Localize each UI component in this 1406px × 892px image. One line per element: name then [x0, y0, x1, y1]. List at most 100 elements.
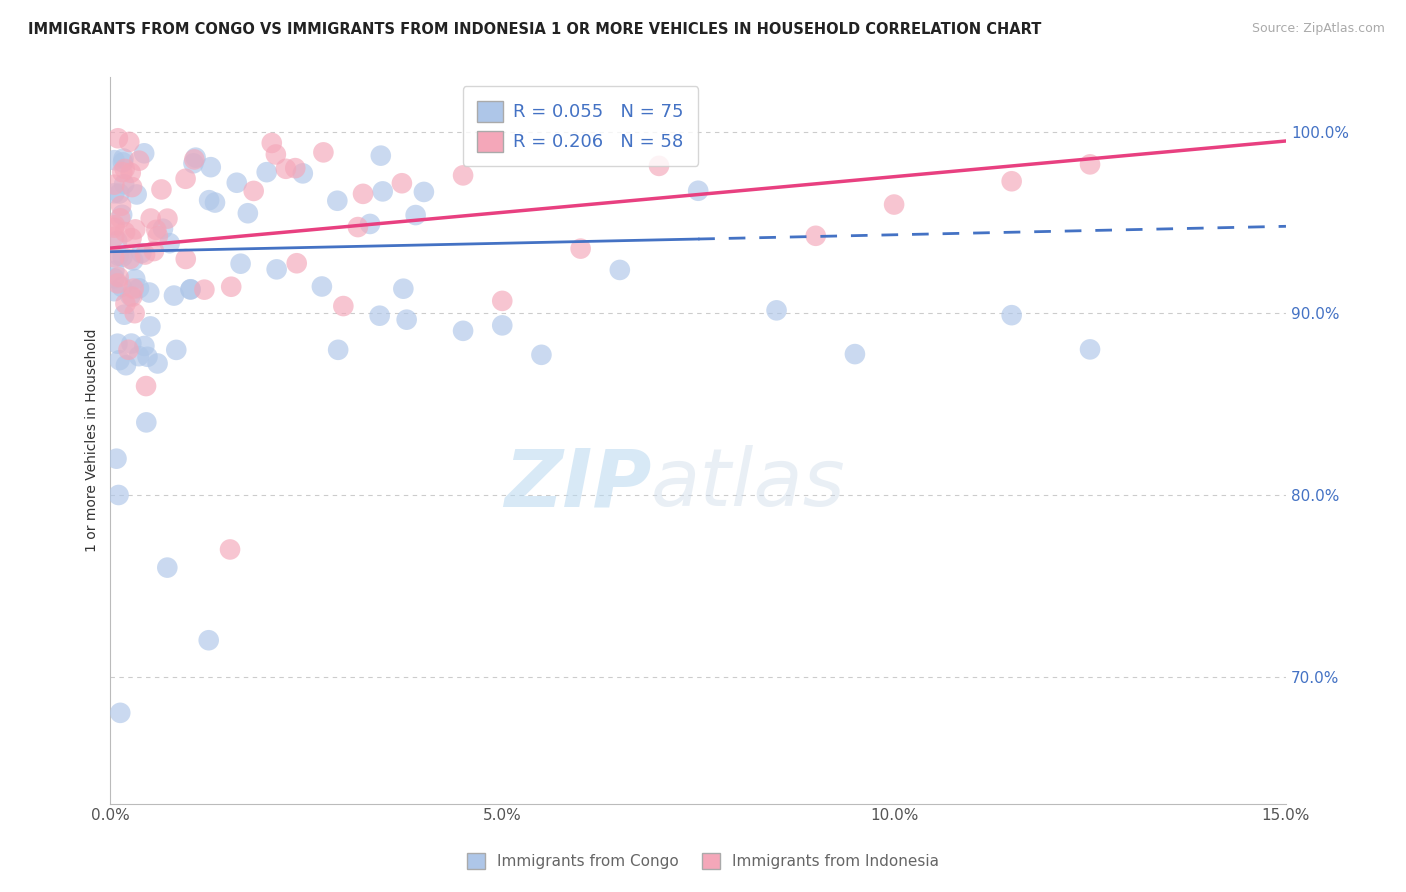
Point	[128, 153, 150, 168]
Point	[107, 488, 129, 502]
Point	[183, 156, 205, 170]
Point	[110, 199, 132, 213]
Point	[174, 171, 197, 186]
Point	[200, 160, 222, 174]
Point	[146, 229, 169, 244]
Point	[284, 161, 307, 175]
Point	[491, 293, 513, 308]
Point	[103, 229, 125, 244]
Point	[174, 252, 197, 266]
Point	[103, 178, 125, 192]
Point	[219, 542, 242, 557]
Point	[197, 633, 219, 648]
Point	[225, 176, 247, 190]
Point	[371, 185, 394, 199]
Point	[118, 135, 141, 149]
Point	[156, 560, 179, 574]
Point	[183, 153, 205, 167]
Point	[103, 186, 125, 201]
Point	[332, 299, 354, 313]
Point	[120, 336, 142, 351]
Point	[883, 197, 905, 211]
Point	[103, 284, 125, 298]
Point	[142, 244, 165, 258]
Point	[139, 211, 162, 226]
Point	[152, 221, 174, 235]
Point	[405, 208, 427, 222]
Point	[107, 249, 129, 263]
Point	[412, 185, 434, 199]
Point	[110, 706, 132, 720]
Point	[112, 177, 135, 191]
Point	[648, 159, 671, 173]
Point	[392, 282, 415, 296]
Point	[156, 211, 179, 226]
Text: atlas: atlas	[651, 445, 846, 523]
Text: IMMIGRANTS FROM CONGO VS IMMIGRANTS FROM INDONESIA 1 OR MORE VEHICLES IN HOUSEHO: IMMIGRANTS FROM CONGO VS IMMIGRANTS FROM…	[28, 22, 1042, 37]
Point	[264, 147, 287, 161]
Point	[138, 285, 160, 300]
Point	[131, 246, 153, 260]
Point	[844, 347, 866, 361]
Point	[121, 231, 143, 245]
Point	[165, 343, 187, 357]
Point	[136, 350, 159, 364]
Point	[285, 256, 308, 270]
Legend: Immigrants from Congo, Immigrants from Indonesia: Immigrants from Congo, Immigrants from I…	[461, 847, 945, 875]
Point	[347, 220, 370, 235]
Point	[111, 250, 134, 264]
Point	[1078, 157, 1101, 171]
Point	[609, 263, 631, 277]
Point	[124, 272, 146, 286]
Point	[103, 271, 125, 285]
Point	[256, 165, 278, 179]
Point	[179, 283, 201, 297]
Point	[163, 288, 186, 302]
Point	[145, 223, 167, 237]
Point	[370, 148, 392, 162]
Point	[1078, 343, 1101, 357]
Point	[121, 290, 143, 304]
Point	[128, 349, 150, 363]
Point	[229, 257, 252, 271]
Point	[104, 219, 127, 233]
Point	[569, 242, 592, 256]
Point	[124, 222, 146, 236]
Point	[115, 358, 138, 372]
Point	[184, 151, 207, 165]
Point	[103, 153, 125, 168]
Point	[274, 161, 297, 176]
Point	[105, 234, 128, 248]
Point	[134, 339, 156, 353]
Point	[391, 176, 413, 190]
Point	[328, 343, 350, 357]
Point	[1001, 174, 1024, 188]
Point	[204, 195, 226, 210]
Point	[125, 187, 148, 202]
Point	[291, 166, 314, 180]
Point	[112, 308, 135, 322]
Point	[111, 155, 134, 169]
Point	[260, 136, 283, 150]
Point	[114, 297, 136, 311]
Point	[124, 306, 146, 320]
Point	[135, 416, 157, 430]
Point	[105, 451, 128, 466]
Point	[180, 282, 202, 296]
Point	[198, 193, 221, 207]
Point	[117, 343, 139, 357]
Point	[121, 180, 143, 194]
Text: ZIP: ZIP	[503, 445, 651, 523]
Point	[359, 217, 381, 231]
Point	[236, 206, 259, 220]
Point	[395, 312, 418, 326]
Point	[107, 270, 129, 285]
Point	[111, 208, 134, 222]
Point	[103, 220, 125, 235]
Point	[134, 146, 156, 161]
Point	[108, 211, 131, 226]
Point	[368, 309, 391, 323]
Point	[111, 280, 134, 294]
Point	[804, 228, 827, 243]
Point	[150, 182, 173, 196]
